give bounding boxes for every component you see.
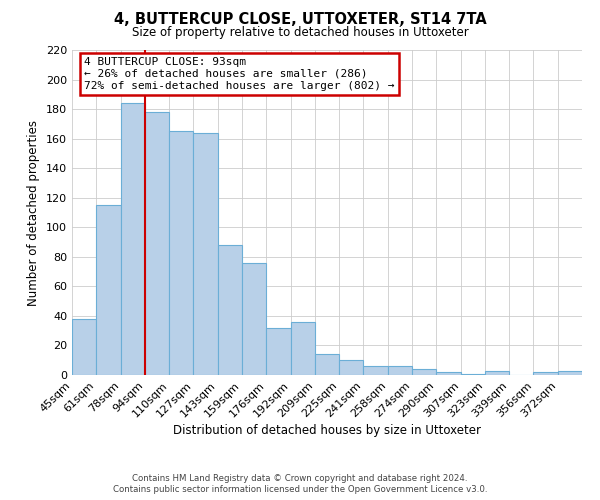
Bar — [218, 245, 242, 375]
Bar — [121, 103, 145, 375]
Bar — [169, 131, 193, 375]
Bar — [485, 370, 509, 375]
Bar — [364, 366, 388, 375]
Bar — [558, 370, 582, 375]
Bar — [145, 112, 169, 375]
X-axis label: Distribution of detached houses by size in Uttoxeter: Distribution of detached houses by size … — [173, 424, 481, 438]
Text: 4, BUTTERCUP CLOSE, UTTOXETER, ST14 7TA: 4, BUTTERCUP CLOSE, UTTOXETER, ST14 7TA — [113, 12, 487, 28]
Bar — [461, 374, 485, 375]
Bar — [266, 328, 290, 375]
Bar — [533, 372, 558, 375]
Bar — [290, 322, 315, 375]
Bar — [436, 372, 461, 375]
Bar — [72, 319, 96, 375]
Bar — [412, 369, 436, 375]
Text: 4 BUTTERCUP CLOSE: 93sqm
← 26% of detached houses are smaller (286)
72% of semi-: 4 BUTTERCUP CLOSE: 93sqm ← 26% of detach… — [84, 58, 395, 90]
Text: Contains HM Land Registry data © Crown copyright and database right 2024.
Contai: Contains HM Land Registry data © Crown c… — [113, 474, 487, 494]
Bar — [242, 262, 266, 375]
Text: Size of property relative to detached houses in Uttoxeter: Size of property relative to detached ho… — [131, 26, 469, 39]
Bar — [96, 205, 121, 375]
Bar — [388, 366, 412, 375]
Bar — [315, 354, 339, 375]
Bar — [193, 132, 218, 375]
Y-axis label: Number of detached properties: Number of detached properties — [28, 120, 40, 306]
Bar — [339, 360, 364, 375]
